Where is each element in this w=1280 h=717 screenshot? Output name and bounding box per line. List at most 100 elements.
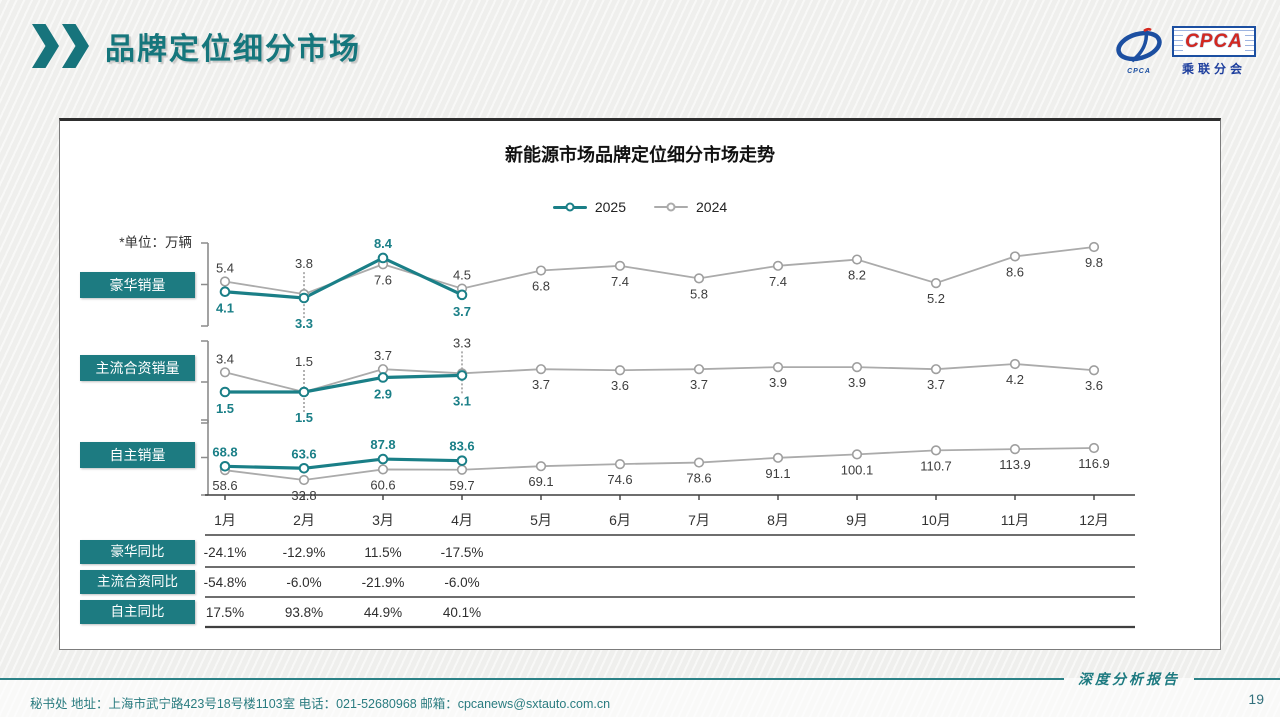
data-point-2024: [851, 254, 863, 265]
value-label-2024: 110.7: [920, 458, 952, 473]
series-2025-line: [224, 256, 463, 300]
yoy-value: 40.1%: [443, 605, 481, 620]
value-label-2024: 113.9: [999, 457, 1031, 472]
row-label-luxury-yoy: 豪华同比: [80, 540, 195, 564]
slide-header: 品牌定位细分市场: [32, 24, 361, 68]
month-label: 9月: [846, 512, 868, 528]
data-point-2025: [456, 370, 468, 381]
value-label-2024: 3.6: [1085, 378, 1103, 393]
value-label-2024: 3.7: [532, 377, 550, 392]
legend-line-2025-icon: [552, 202, 587, 212]
trend-chart: 1月 2月 3月 4月 5月 6月 7月 8月 9月 10月 11月 12月 5.4 3.8 7.6 4.5 6…: [201, 236, 1135, 629]
data-point-2024: [1088, 442, 1100, 454]
cpca-emblem: CPCA: [1113, 26, 1165, 75]
data-point-2024: [772, 452, 784, 463]
yoy-value: -12.9%: [283, 545, 326, 560]
value-label-2024: 5.2: [927, 291, 945, 306]
row-label-jv-sales: 主流合资销量: [80, 355, 195, 381]
month-label: 2月: [293, 512, 315, 528]
month-label: 11月: [1001, 512, 1030, 528]
cpca-letters: CPCA: [1183, 31, 1245, 52]
yoy-value: -24.1%: [204, 545, 247, 560]
data-point-2024: [219, 276, 231, 287]
series-2024-line: [224, 246, 1095, 296]
data-point-2025: [219, 386, 231, 398]
data-point-2024: [772, 362, 784, 373]
value-label-2024: 8.6: [1006, 264, 1024, 279]
data-point-2024: [930, 277, 942, 289]
cpca-logo: CPCA CPCA 乘联分会: [1113, 26, 1256, 77]
chevron-icon: [32, 24, 59, 68]
value-label-2024: 4.5: [453, 268, 471, 283]
data-point-2025: [377, 453, 389, 465]
yoy-value: 11.5%: [364, 545, 401, 560]
value-label-2024: 3.9: [848, 375, 866, 390]
data-point-2024: [1009, 358, 1021, 370]
value-label-2025: 3.7: [453, 304, 471, 319]
footer-rule: 深度分析报告: [0, 669, 1280, 689]
value-label-2025: 3.1: [453, 393, 471, 408]
yoy-value: -54.8%: [204, 575, 247, 590]
data-point-2024: [614, 260, 626, 271]
value-label-2024: 9.8: [1085, 255, 1103, 270]
chart-title: 新能源市场品牌定位细分市场走势: [505, 145, 775, 165]
data-point-2024: [772, 260, 784, 271]
value-label-2024: 69.1: [528, 474, 553, 489]
value-label-2024: 58.6: [212, 478, 237, 493]
value-label-2024: 78.6: [686, 471, 711, 486]
data-point-2024: [535, 265, 547, 276]
data-point-2024: [377, 464, 389, 475]
data-point-2025: [456, 455, 468, 466]
value-label-2025: 83.6: [449, 439, 474, 454]
row-axis-bracket: [201, 419, 209, 496]
value-label-2024: 91.1: [765, 466, 790, 481]
data-point-2025: [219, 286, 231, 298]
page-number: 19: [1248, 691, 1264, 707]
value-label-2024: 3.9: [769, 375, 787, 390]
value-label-2024: 32.8: [291, 488, 316, 503]
data-point-2024: [1009, 444, 1021, 455]
data-point-2024: [614, 458, 626, 470]
value-label-2024: 74.6: [607, 472, 632, 487]
value-label-2024: 7.6: [374, 272, 392, 287]
footer-rule-right: [1194, 678, 1280, 680]
cpca-chinese-name: 乘联分会: [1181, 62, 1246, 76]
value-label-2025: 63.6: [291, 446, 316, 461]
cpca-swoosh-icon: [1116, 27, 1162, 63]
data-point-2024: [851, 362, 863, 373]
data-point-2024: [614, 365, 626, 376]
month-label: 1月: [214, 512, 236, 528]
yoy-value: -21.9%: [362, 575, 405, 590]
row-label-luxury-sales: 豪华销量: [80, 272, 195, 298]
data-point-2025: [456, 289, 468, 301]
value-label-2025: 8.4: [374, 236, 393, 251]
value-label-2025: 1.5: [216, 401, 234, 416]
value-label-2024: 3.4: [216, 351, 234, 366]
data-point-2025: [298, 462, 310, 474]
value-label-2024: 3.7: [374, 348, 392, 363]
value-label-2024: 60.6: [370, 477, 395, 492]
row-label-domestic-sales: 自主销量: [80, 442, 195, 468]
value-label-2024: 7.4: [769, 274, 787, 289]
month-label: 3月: [372, 512, 394, 528]
data-point-2024: [1088, 365, 1100, 376]
month-label: 6月: [609, 512, 631, 528]
data-point-2024: [535, 461, 547, 472]
data-point-2024: [693, 364, 705, 375]
value-label-2024: 3.8: [295, 256, 313, 271]
value-label-2024: 7.4: [611, 274, 629, 289]
double-chevron-icon: [32, 24, 89, 68]
legend-item-2025: 2025: [552, 199, 626, 215]
value-label-2025: 68.8: [212, 444, 237, 459]
unit-note: *单位：万辆: [119, 235, 192, 250]
value-label-2024: 3.7: [690, 377, 708, 392]
month-label: 10月: [921, 512, 951, 528]
row-axis-bracket: [201, 340, 209, 424]
row-axis-bracket: [201, 242, 209, 327]
footer-strip: [0, 678, 1280, 717]
yoy-value: -17.5%: [441, 545, 484, 560]
value-label-2024: 3.7: [927, 377, 945, 392]
report-type-label: 深度分析报告: [1078, 672, 1180, 688]
value-label-2024: 59.7: [449, 478, 474, 493]
month-label: 5月: [530, 512, 552, 528]
